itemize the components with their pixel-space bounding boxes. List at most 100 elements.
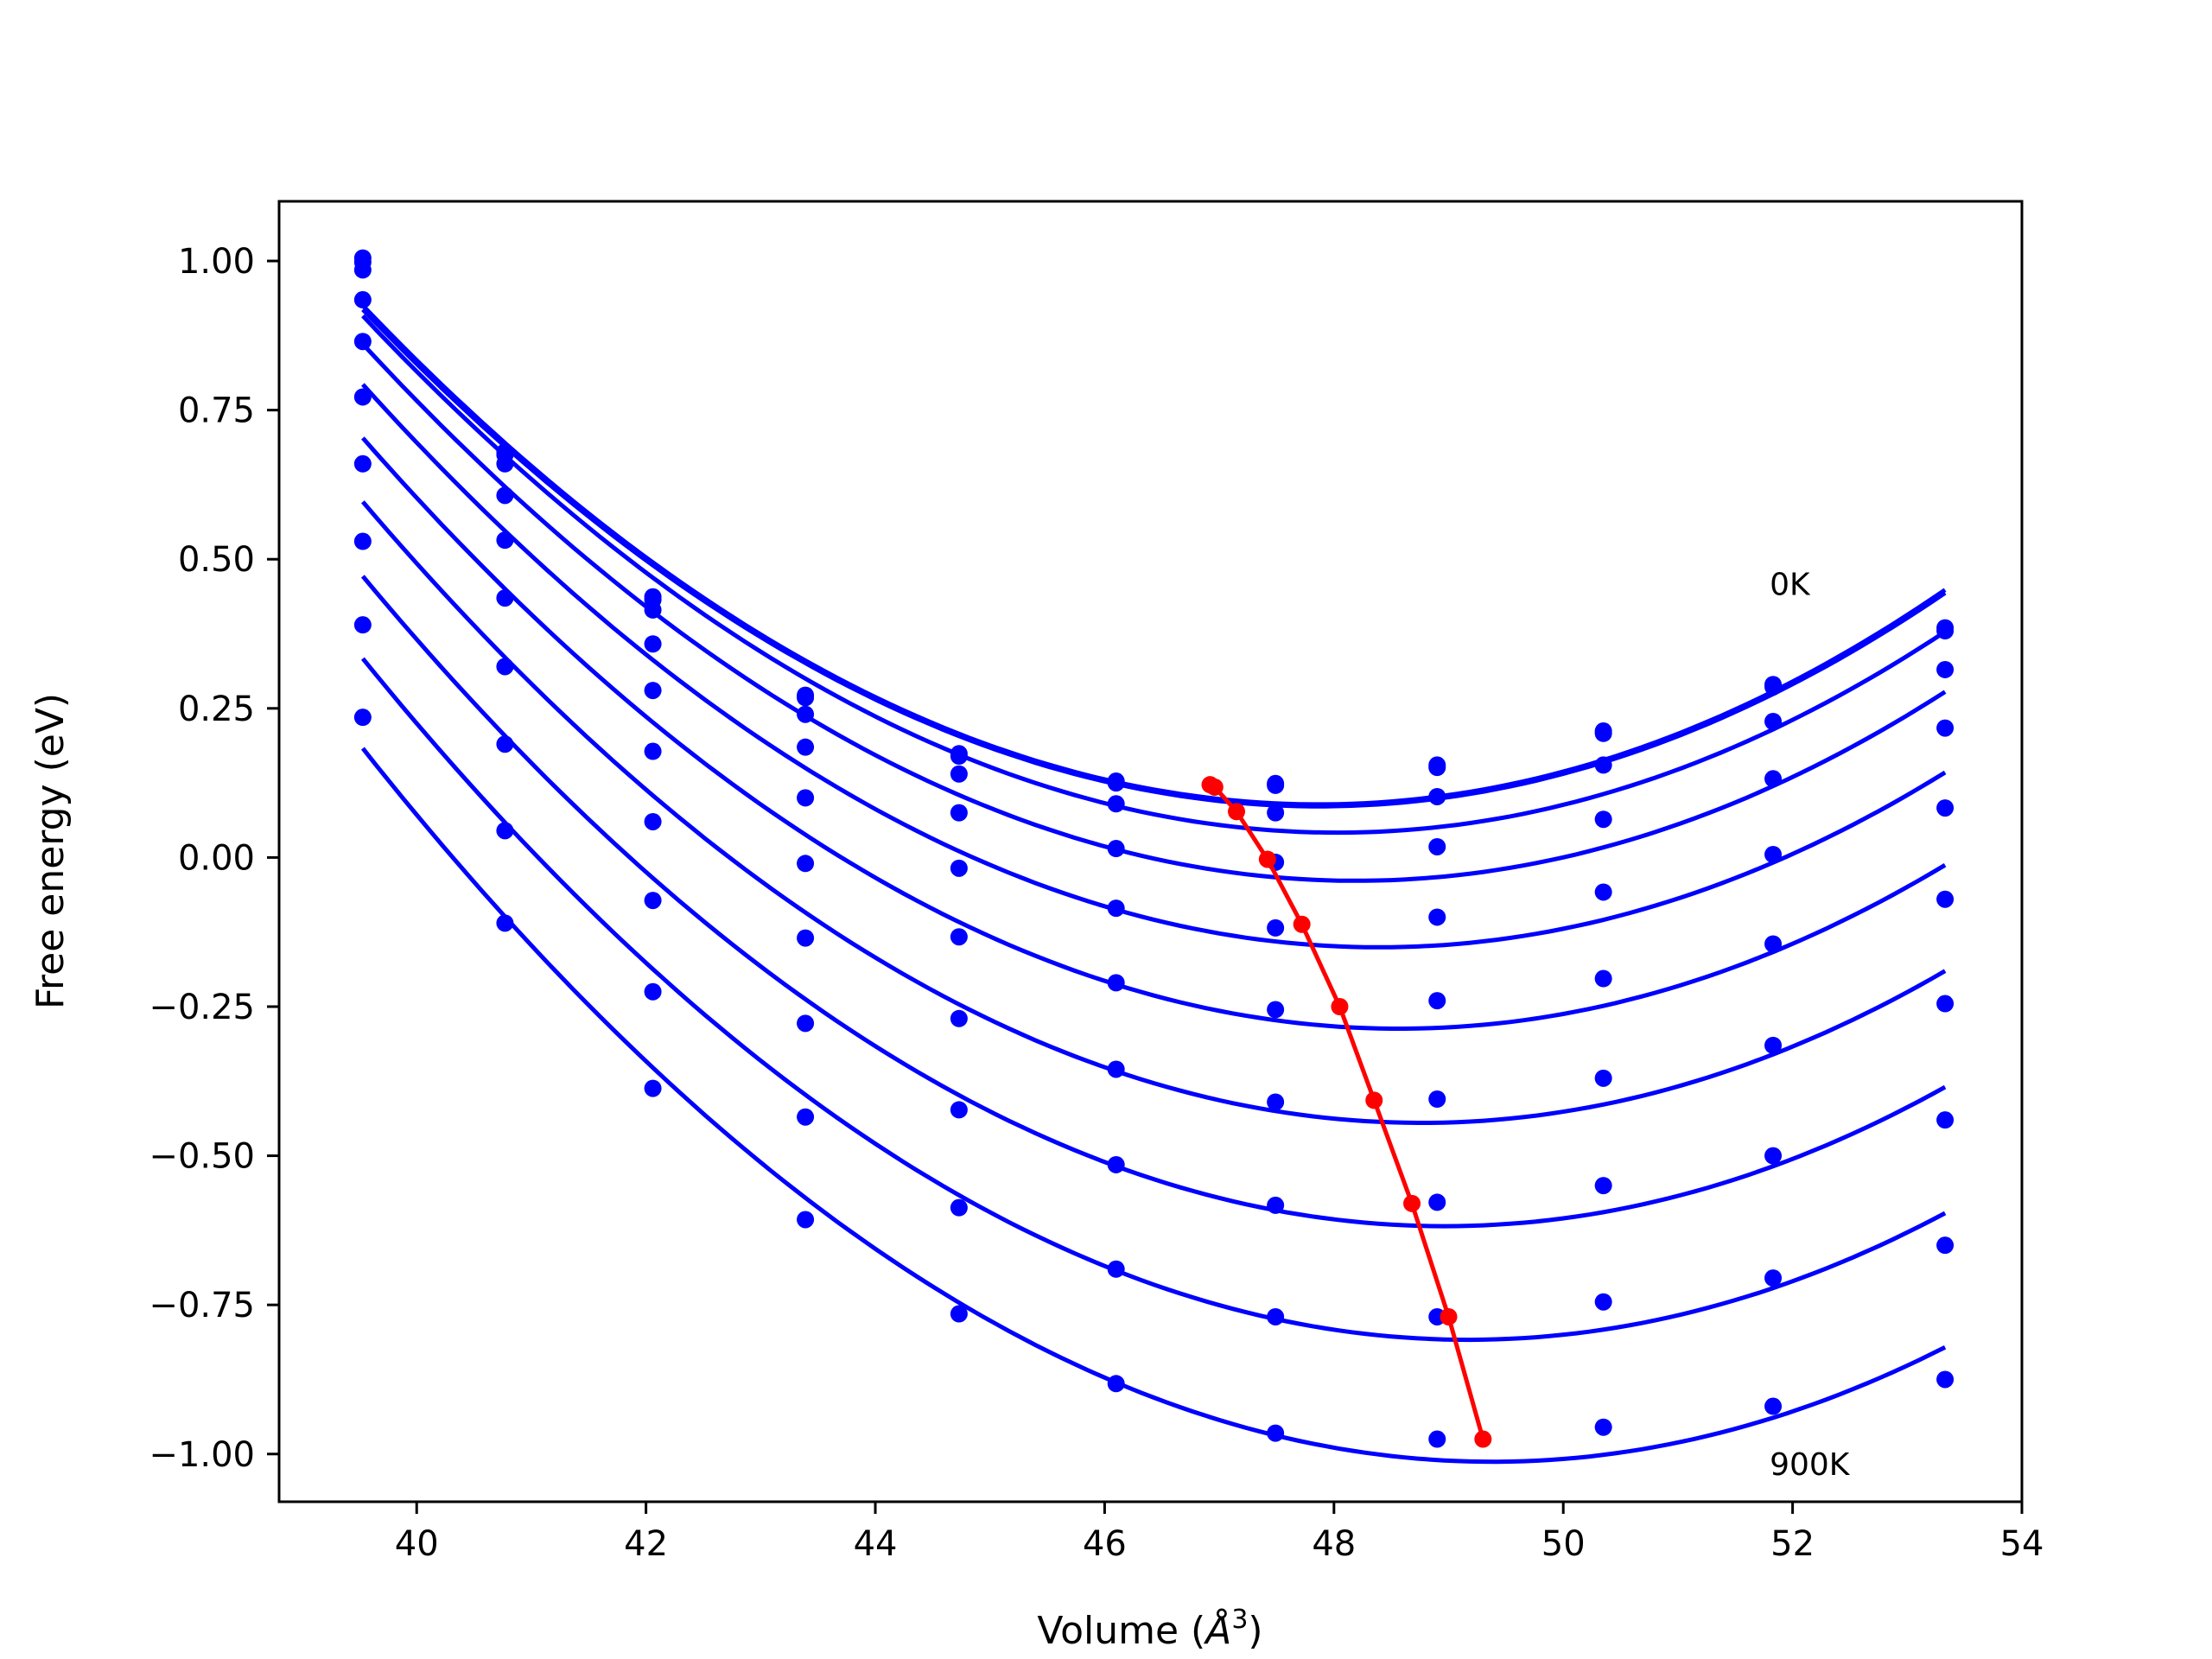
x-tick-label: 42	[624, 1524, 668, 1564]
series-9-point	[1764, 1397, 1783, 1415]
series-5-point	[1107, 974, 1125, 992]
series-9-point	[496, 914, 514, 932]
y-tick-label: 0.75	[178, 391, 255, 431]
minimum-point	[1440, 1307, 1458, 1325]
series-6-point	[1936, 995, 1955, 1013]
series-3-point	[1936, 719, 1955, 737]
series-7-point	[1936, 1111, 1955, 1129]
series-6-point	[950, 1009, 968, 1027]
series-5-point	[496, 589, 514, 607]
series-1-curve	[361, 308, 1947, 809]
series-2-curve	[361, 314, 1947, 836]
x-axis-title-close: )	[1248, 1609, 1262, 1653]
x-tick-label: 52	[1770, 1524, 1815, 1564]
series-2-point	[1267, 804, 1285, 822]
plot-area-frame	[277, 200, 2024, 1503]
series-7-point	[644, 892, 662, 910]
series-8-point	[1764, 1269, 1783, 1287]
minimum-point	[1228, 803, 1246, 821]
series-4-point	[1936, 799, 1955, 817]
series-3-point	[353, 290, 372, 308]
series-6-point	[353, 454, 372, 473]
series-5-point	[1764, 935, 1783, 953]
series-4-curve	[361, 383, 1947, 950]
series-2-point	[1428, 787, 1446, 805]
series-4-point	[496, 531, 514, 550]
annotation-1: 900K	[1770, 1447, 1851, 1483]
series-4-point	[797, 789, 815, 807]
series-1-point	[1267, 776, 1285, 794]
minimum-point	[1365, 1091, 1383, 1109]
series-6-point	[1594, 1069, 1612, 1087]
series-9-point	[353, 709, 372, 727]
series-9-point	[1428, 1430, 1446, 1448]
series-1-point	[1428, 759, 1446, 777]
series-8-curve	[360, 657, 1947, 1343]
series-7-point	[1107, 1155, 1125, 1173]
x-tick-label: 50	[1541, 1524, 1586, 1564]
series-5-point	[644, 742, 662, 760]
series-9-point	[797, 1211, 815, 1229]
series-4-point	[1267, 918, 1285, 937]
x-tick-label: 54	[2000, 1524, 2044, 1564]
series-4-point	[644, 682, 662, 700]
series-5-point	[353, 388, 372, 406]
series-7-point	[1428, 1193, 1446, 1211]
y-axis-title: Free energy (eV)	[29, 693, 73, 1009]
series-7-curve	[360, 575, 1947, 1229]
series-4-point	[1594, 883, 1612, 901]
x-tick-label: 40	[395, 1524, 439, 1564]
annotation-layer: 0K 900K	[1770, 568, 1851, 1483]
annotation-0: 0K	[1770, 568, 1811, 603]
x-tick-label: 48	[1312, 1524, 1356, 1564]
series-8-point	[644, 982, 662, 1001]
series-2-point	[1936, 660, 1955, 678]
series-3-point	[1594, 810, 1612, 829]
minimum-point	[1331, 997, 1349, 1015]
series-8-point	[950, 1198, 968, 1217]
series-9-point	[644, 1079, 662, 1097]
x-axis-title: Volume (Å3)	[1037, 1605, 1262, 1653]
series-4-point	[1428, 908, 1446, 926]
series-6-point	[1764, 1036, 1783, 1054]
y-tick-label: −0.25	[149, 988, 255, 1027]
series-6-point	[1107, 1060, 1125, 1078]
series-5-point	[797, 855, 815, 873]
series-3-point	[950, 804, 968, 822]
series-8-point	[496, 822, 514, 840]
y-tick-label: 0.50	[178, 540, 255, 580]
series-6-point	[1428, 1090, 1446, 1109]
series-6-point	[1267, 1093, 1285, 1111]
series-6-curve	[360, 500, 1947, 1125]
series-8-point	[1936, 1236, 1955, 1255]
series-2-point	[353, 261, 372, 279]
series-9-point	[950, 1305, 968, 1323]
series-4-point	[950, 859, 968, 877]
series-5-point	[1594, 969, 1612, 988]
series-7-point	[950, 1101, 968, 1119]
x-tick-label: 46	[1083, 1524, 1127, 1564]
y-tick-label: 1.00	[178, 242, 255, 282]
series-7-point	[797, 1014, 815, 1033]
series-6-point	[496, 658, 514, 676]
series-8-point	[353, 616, 372, 634]
series-6-point	[644, 812, 662, 830]
series-9-point	[1107, 1375, 1125, 1393]
series-2-point	[1594, 756, 1612, 774]
series-2-point	[1764, 713, 1783, 730]
series-7-point	[353, 532, 372, 550]
minimum-point	[1258, 850, 1276, 868]
series-4-point	[1764, 845, 1783, 863]
axis-layer: 40 42 44 46 48 50 52 54 1.00 0.75 0.50 0.25 0.00 −0.2…	[149, 242, 2044, 1564]
y-tick-label: 0.25	[178, 690, 255, 729]
series-3-point	[797, 738, 815, 756]
series-5-curve	[361, 436, 1947, 1031]
series-1-point	[1764, 677, 1783, 696]
series-5-point	[1936, 890, 1955, 908]
series-5-point	[950, 928, 968, 946]
series-3-point	[496, 486, 514, 505]
series-9-point	[1267, 1424, 1285, 1442]
minimum-point	[1293, 915, 1311, 933]
series-3-point	[1428, 837, 1446, 855]
